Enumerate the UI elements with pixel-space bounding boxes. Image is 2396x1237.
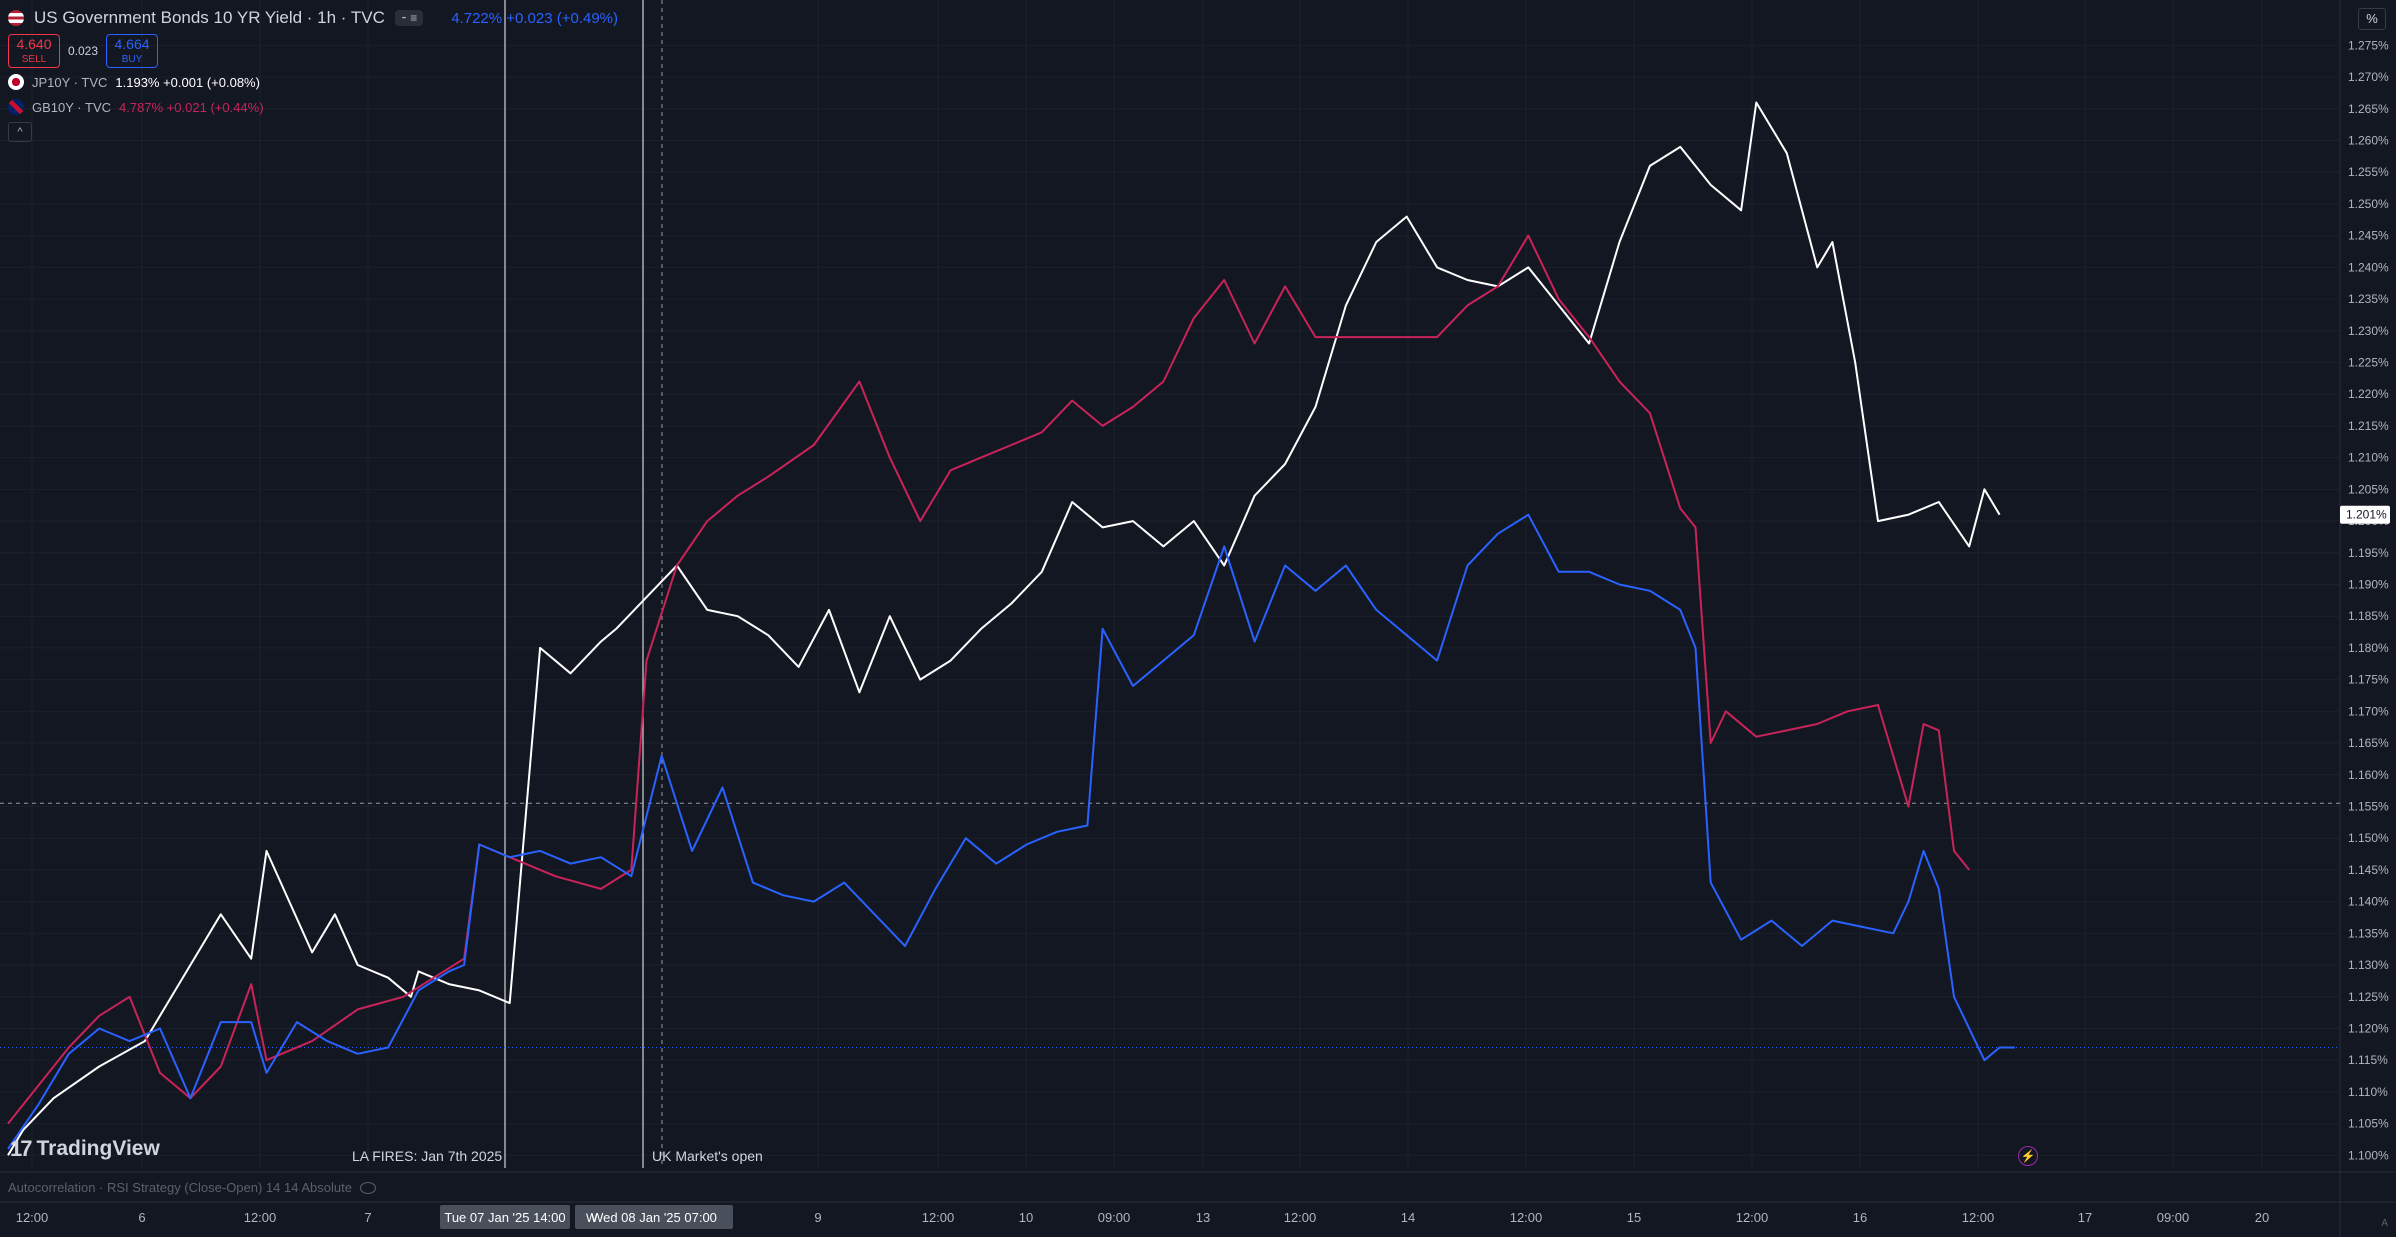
annotation-uk-open: UK Market's open bbox=[652, 1148, 763, 1164]
y-tick-label: 1.215% bbox=[2348, 419, 2389, 433]
x-tick-label: 6 bbox=[138, 1210, 145, 1225]
y-tick-label: 1.225% bbox=[2348, 355, 2389, 369]
compare-name: JP10Y · TVC bbox=[32, 74, 108, 90]
y-tick-label: 1.190% bbox=[2348, 577, 2389, 591]
x-tick-label: 12:00 bbox=[922, 1210, 955, 1225]
toggle-icon[interactable]: ⁃ ≡ bbox=[394, 10, 424, 26]
y-tick-label: 1.170% bbox=[2348, 704, 2389, 718]
y-tick-label: 1.160% bbox=[2348, 768, 2389, 782]
compare-value: 1.193% +0.001 (+0.08%) bbox=[115, 74, 260, 90]
y-tick-label: 1.150% bbox=[2348, 831, 2389, 845]
x-tick-label: 09:00 bbox=[2157, 1210, 2190, 1225]
x-tick-label: 14 bbox=[1401, 1210, 1415, 1225]
tradingview-mark-icon: 17 bbox=[10, 1136, 33, 1161]
indicator-label: Autocorrelation · RSI Strategy (Close-Op… bbox=[8, 1180, 352, 1195]
x-tick-label: 12:00 bbox=[1284, 1210, 1317, 1225]
indicator-legend[interactable]: Autocorrelation · RSI Strategy (Close-Op… bbox=[8, 1180, 376, 1195]
compare-value: 4.787% +0.021 (+0.44%) bbox=[119, 99, 264, 115]
spread-value: 0.023 bbox=[68, 44, 99, 58]
auto-scale-icon[interactable]: A bbox=[2381, 1218, 2388, 1229]
x-highlight-label: Tue 07 Jan '25 14:00 bbox=[444, 1210, 565, 1225]
last-value-badge bbox=[2340, 505, 2390, 524]
y-tick-label: 1.220% bbox=[2348, 387, 2389, 401]
x-highlight-label: Wed 08 Jan '25 07:00 bbox=[591, 1210, 717, 1225]
x-tick-label: 17 bbox=[2078, 1210, 2092, 1225]
y-tick-label: 1.135% bbox=[2348, 926, 2389, 940]
x-highlight-bg bbox=[575, 1205, 733, 1229]
y-tick-label: 1.265% bbox=[2348, 102, 2389, 116]
x-tick-label: 15 bbox=[1627, 1210, 1641, 1225]
y-tick-label: 1.275% bbox=[2348, 38, 2389, 52]
y-tick-label: 1.110% bbox=[2348, 1085, 2388, 1099]
gb-flag-icon bbox=[8, 99, 24, 115]
x-tick-label: 16 bbox=[1853, 1210, 1867, 1225]
series-line bbox=[7, 513, 2015, 1150]
y-tick-label: 1.260% bbox=[2348, 134, 2389, 148]
y-tick-label: 1.165% bbox=[2348, 736, 2389, 750]
y-tick-label: 1.140% bbox=[2348, 895, 2389, 909]
y-tick-label: 1.240% bbox=[2348, 260, 2389, 274]
y-tick-label: 1.100% bbox=[2348, 1148, 2389, 1162]
compare-jp10y[interactable]: JP10Y · TVC 1.193% +0.001 (+0.08%) bbox=[8, 74, 260, 90]
annotation-la-fires: LA FIRES: Jan 7th 2025 bbox=[352, 1148, 503, 1164]
us-flag-icon bbox=[8, 10, 24, 26]
eye-hidden-icon[interactable] bbox=[359, 1181, 376, 1194]
x-tick-label: 20 bbox=[2255, 1210, 2269, 1225]
x-tick-label: 9 bbox=[814, 1210, 821, 1225]
x-tick-label: 12:00 bbox=[1736, 1210, 1769, 1225]
x-tick-label: 12:00 bbox=[1510, 1210, 1543, 1225]
lightning-icon[interactable]: ⚡ bbox=[2018, 1146, 2038, 1166]
x-tick-label: 09:00 bbox=[1098, 1210, 1131, 1225]
y-tick-label: 1.120% bbox=[2348, 1021, 2389, 1035]
chart-header: US Government Bonds 10 YR Yield · 1h · T… bbox=[8, 8, 618, 28]
chevron-up-icon[interactable]: ^ bbox=[8, 122, 32, 142]
y-tick-label: 1.180% bbox=[2348, 641, 2389, 655]
buy-button[interactable]: 4.664 BUY bbox=[106, 34, 159, 68]
y-tick-label: 1.270% bbox=[2348, 70, 2389, 84]
x-tick-label: 12:00 bbox=[1962, 1210, 1995, 1225]
y-tick-label: 1.245% bbox=[2348, 229, 2389, 243]
series-line bbox=[7, 234, 1970, 1125]
y-tick-label: 1.255% bbox=[2348, 165, 2389, 179]
crosshair-label: W bbox=[586, 1211, 598, 1225]
y-tick-label: 1.205% bbox=[2348, 482, 2389, 496]
compare-gb10y[interactable]: GB10Y · TVC 4.787% +0.021 (+0.44%) bbox=[8, 99, 264, 115]
y-tick-label: 1.250% bbox=[2348, 197, 2389, 211]
y-tick-label: 1.175% bbox=[2348, 673, 2389, 687]
percent-toggle-button[interactable]: % bbox=[2358, 8, 2386, 30]
y-tick-label: 1.235% bbox=[2348, 292, 2389, 306]
y-tick-label: 1.145% bbox=[2348, 863, 2389, 877]
y-tick-label: 1.185% bbox=[2348, 609, 2389, 623]
series-line bbox=[7, 101, 2001, 1156]
y-tick-label: 1.155% bbox=[2348, 799, 2389, 813]
trade-panel: 4.640 SELL 0.023 4.664 BUY bbox=[8, 34, 159, 68]
x-tick-label: 12:00 bbox=[244, 1210, 277, 1225]
y-tick-label: 1.230% bbox=[2348, 324, 2389, 338]
y-tick-label: 1.210% bbox=[2348, 451, 2389, 465]
x-tick-label: 12:00 bbox=[16, 1210, 49, 1225]
last-value-label: 1.201% bbox=[2346, 508, 2387, 522]
y-tick-label: 1.105% bbox=[2348, 1117, 2389, 1131]
sell-button[interactable]: 4.640 SELL bbox=[8, 34, 60, 68]
x-highlight-bg bbox=[440, 1205, 570, 1229]
y-tick-label: 1.125% bbox=[2348, 990, 2389, 1004]
symbol-title[interactable]: US Government Bonds 10 YR Yield · 1h · T… bbox=[34, 8, 385, 27]
y-tick-label: 1.115% bbox=[2348, 1053, 2388, 1067]
y-tick-label: 1.195% bbox=[2348, 546, 2389, 560]
jp-flag-icon bbox=[8, 74, 24, 90]
symbol-quote: 4.722% +0.023 (+0.49%) bbox=[451, 9, 619, 27]
x-tick-label: 7 bbox=[364, 1210, 371, 1225]
compare-name: GB10Y · TVC bbox=[32, 99, 111, 115]
tradingview-logo: 17 TradingView bbox=[10, 1136, 160, 1161]
x-tick-label: 10 bbox=[1019, 1210, 1033, 1225]
y-tick-label: 1.130% bbox=[2348, 958, 2389, 972]
x-tick-label: 13 bbox=[1196, 1210, 1210, 1225]
